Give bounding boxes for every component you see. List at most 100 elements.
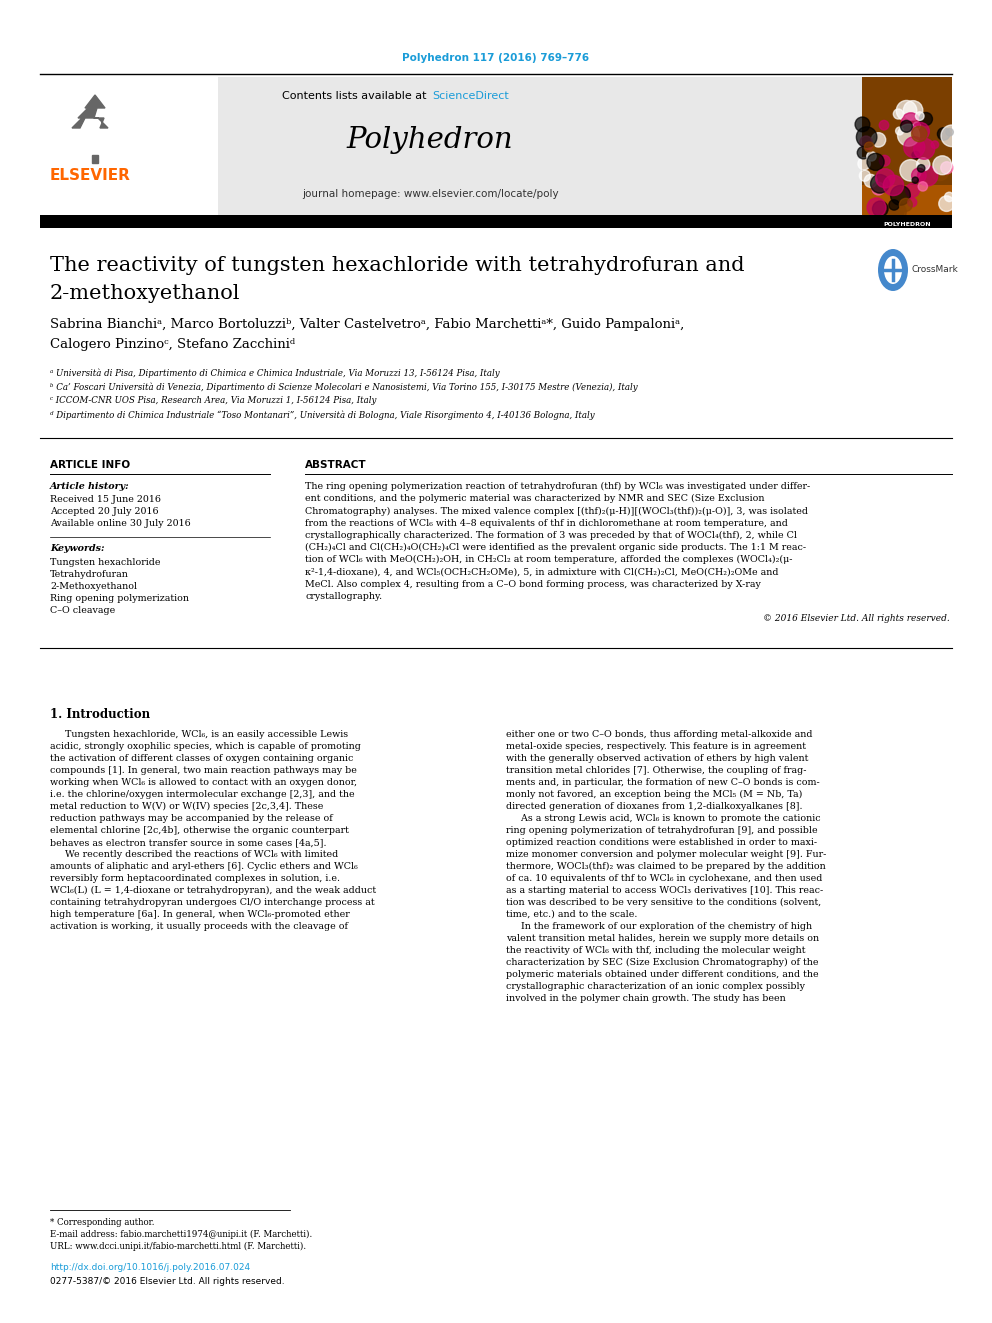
Text: ScienceDirect: ScienceDirect	[432, 91, 509, 101]
Text: WCl₆(L) (L = 1,4-dioxane or tetrahydropyran), and the weak adduct: WCl₆(L) (L = 1,4-dioxane or tetrahydropy…	[50, 886, 376, 896]
Text: C–O cleavage: C–O cleavage	[50, 606, 115, 615]
Text: Tetrahydrofuran: Tetrahydrofuran	[50, 570, 129, 579]
Text: http://dx.doi.org/10.1016/j.poly.2016.07.024: http://dx.doi.org/10.1016/j.poly.2016.07…	[50, 1263, 250, 1271]
Text: valent transition metal halides, herein we supply more details on: valent transition metal halides, herein …	[506, 934, 819, 943]
Text: © 2016 Elsevier Ltd. All rights reserved.: © 2016 Elsevier Ltd. All rights reserved…	[763, 614, 950, 623]
Text: of ca. 10 equivalents of thf to WCl₆ in cyclohexane, and then used: of ca. 10 equivalents of thf to WCl₆ in …	[506, 875, 822, 882]
Circle shape	[883, 175, 904, 196]
Text: ᵈ Dipartimento di Chimica Industriale “Toso Montanari”, Università di Bologna, V: ᵈ Dipartimento di Chimica Industriale “T…	[50, 410, 594, 419]
Circle shape	[857, 147, 870, 159]
Text: polymeric materials obtained under different conditions, and the: polymeric materials obtained under diffe…	[506, 970, 818, 979]
Circle shape	[912, 123, 930, 140]
Text: URL: www.dcci.unipi.it/fabio-marchetti.html (F. Marchetti).: URL: www.dcci.unipi.it/fabio-marchetti.h…	[50, 1242, 307, 1252]
Circle shape	[941, 124, 962, 147]
Circle shape	[871, 175, 889, 193]
Text: ELSEVIER: ELSEVIER	[50, 168, 131, 183]
Text: Accepted 20 July 2016: Accepted 20 July 2016	[50, 507, 159, 516]
Circle shape	[896, 127, 904, 135]
Text: ent conditions, and the polymeric material was characterized by NMR and SEC (Siz: ent conditions, and the polymeric materi…	[305, 495, 765, 503]
Text: ᵃ Università di Pisa, Dipartimento di Chimica e Chimica Industriale, Via Moruzzi: ᵃ Università di Pisa, Dipartimento di Ch…	[50, 368, 500, 377]
Text: Article history:: Article history:	[50, 482, 130, 491]
Circle shape	[914, 122, 921, 128]
Text: 1. Introduction: 1. Introduction	[50, 708, 150, 721]
Circle shape	[908, 198, 917, 206]
Text: As a strong Lewis acid, WCl₆ is known to promote the cationic: As a strong Lewis acid, WCl₆ is known to…	[506, 814, 820, 823]
Text: working when WCl₆ is allowed to contact with an oxygen donor,: working when WCl₆ is allowed to contact …	[50, 778, 357, 787]
Circle shape	[931, 163, 948, 180]
Text: Keywords:: Keywords:	[50, 544, 104, 553]
Circle shape	[879, 155, 890, 167]
Text: Contents lists available at: Contents lists available at	[282, 91, 430, 101]
Circle shape	[912, 177, 919, 184]
Circle shape	[872, 183, 885, 194]
Circle shape	[900, 160, 922, 181]
Circle shape	[855, 116, 870, 132]
Text: amounts of aliphatic and aryl-ethers [6]. Cyclic ethers and WCl₆: amounts of aliphatic and aryl-ethers [6]…	[50, 863, 358, 871]
Text: In the framework of our exploration of the chemistry of high: In the framework of our exploration of t…	[506, 922, 812, 931]
Text: ARTICLE INFO: ARTICLE INFO	[50, 460, 130, 470]
Circle shape	[856, 127, 877, 147]
Text: Ring opening polymerization: Ring opening polymerization	[50, 594, 189, 603]
Text: Tungsten hexachloride, WCl₆, is an easily accessible Lewis: Tungsten hexachloride, WCl₆, is an easil…	[50, 730, 348, 740]
Circle shape	[867, 152, 876, 161]
Text: Calogero Pinzinoᶜ, Stefano Zacchiniᵈ: Calogero Pinzinoᶜ, Stefano Zacchiniᵈ	[50, 337, 296, 351]
Polygon shape	[92, 155, 98, 163]
Text: We recently described the reactions of WCl₆ with limited: We recently described the reactions of W…	[50, 849, 338, 859]
Circle shape	[914, 139, 934, 159]
Circle shape	[864, 175, 877, 188]
Text: involved in the polymer chain growth. The study has been: involved in the polymer chain growth. Th…	[506, 994, 786, 1003]
Bar	[40, 77, 862, 216]
Text: acidic, strongly oxophilic species, which is capable of promoting: acidic, strongly oxophilic species, whic…	[50, 742, 361, 751]
Text: * Corresponding author.: * Corresponding author.	[50, 1218, 155, 1226]
Bar	[862, 185, 952, 216]
Text: tion was described to be very sensitive to the conditions (solvent,: tion was described to be very sensitive …	[506, 898, 821, 908]
Text: monly not favored, an exception being the MCl₅ (M = Nb, Ta): monly not favored, an exception being th…	[506, 790, 803, 799]
Circle shape	[858, 157, 870, 169]
Bar	[40, 216, 952, 228]
Text: as a starting material to access WOCl₃ derivatives [10]. This reac-: as a starting material to access WOCl₃ d…	[506, 886, 823, 894]
Text: E-mail address: fabio.marchetti1974@unipi.it (F. Marchetti).: E-mail address: fabio.marchetti1974@unip…	[50, 1230, 312, 1240]
Circle shape	[904, 136, 925, 157]
Text: metal reduction to W(V) or W(IV) species [2c,3,4]. These: metal reduction to W(V) or W(IV) species…	[50, 802, 323, 811]
Text: CrossMark: CrossMark	[912, 266, 958, 274]
Text: either one or two C–O bonds, thus affording metal-alkoxide and: either one or two C–O bonds, thus afford…	[506, 730, 812, 740]
Circle shape	[940, 161, 953, 173]
Text: metal-oxide species, respectively. This feature is in agreement: metal-oxide species, respectively. This …	[506, 742, 806, 751]
Text: Tungsten hexachloride: Tungsten hexachloride	[50, 558, 161, 568]
Circle shape	[900, 198, 913, 212]
Text: reversibly form heptacoordinated complexes in solution, i.e.: reversibly form heptacoordinated complex…	[50, 875, 340, 882]
Circle shape	[912, 151, 920, 159]
Ellipse shape	[884, 255, 902, 284]
Circle shape	[873, 201, 888, 217]
Text: ring opening polymerization of tetrahydrofuran [9], and possible: ring opening polymerization of tetrahydr…	[506, 826, 817, 835]
Circle shape	[912, 168, 927, 183]
Text: journal homepage: www.elsevier.com/locate/poly: journal homepage: www.elsevier.com/locat…	[302, 189, 558, 198]
Text: Available online 30 July 2016: Available online 30 July 2016	[50, 519, 190, 528]
Text: compounds [1]. In general, two main reaction pathways may be: compounds [1]. In general, two main reac…	[50, 766, 357, 775]
Circle shape	[912, 126, 927, 142]
Text: POLYHEDRON: POLYHEDRON	[883, 222, 930, 228]
Text: the activation of different classes of oxygen containing organic: the activation of different classes of o…	[50, 754, 353, 763]
Circle shape	[889, 200, 899, 210]
Text: from the reactions of WCl₆ with 4–8 equivalents of thf in dichloromethane at roo: from the reactions of WCl₆ with 4–8 equi…	[305, 519, 788, 528]
Circle shape	[894, 108, 904, 119]
Text: Polyhedron: Polyhedron	[346, 126, 513, 153]
Circle shape	[932, 156, 951, 175]
Text: 2-methoxyethanol: 2-methoxyethanol	[50, 284, 240, 303]
Circle shape	[916, 112, 925, 120]
Text: directed generation of dioxanes from 1,2-dialkoxyalkanes [8].: directed generation of dioxanes from 1,2…	[506, 802, 803, 811]
Circle shape	[918, 164, 925, 172]
Circle shape	[890, 206, 903, 220]
Text: Polyhedron 117 (2016) 769–776: Polyhedron 117 (2016) 769–776	[403, 53, 589, 64]
Text: Chromatography) analyses. The mixed valence complex [(thf)₂(μ-H)][(WOCl₃(thf))₂(: Chromatography) analyses. The mixed vale…	[305, 507, 808, 516]
Text: The ring opening polymerization reaction of tetrahydrofuran (thf) by WCl₆ was in: The ring opening polymerization reaction…	[305, 482, 810, 491]
Text: The reactivity of tungsten hexachloride with tetrahydrofuran and: The reactivity of tungsten hexachloride …	[50, 255, 745, 275]
Bar	[862, 77, 952, 216]
Text: characterization by SEC (Size Exclusion Chromatography) of the: characterization by SEC (Size Exclusion …	[506, 958, 818, 967]
Text: high temperature [6a]. In general, when WCl₆-promoted ether: high temperature [6a]. In general, when …	[50, 910, 350, 919]
Circle shape	[906, 184, 920, 197]
Circle shape	[867, 153, 884, 171]
Text: crystallographic characterization of an ionic complex possibly: crystallographic characterization of an …	[506, 982, 805, 991]
Text: transition metal chlorides [7]. Otherwise, the coupling of frag-: transition metal chlorides [7]. Otherwis…	[506, 766, 806, 775]
Circle shape	[918, 165, 937, 187]
